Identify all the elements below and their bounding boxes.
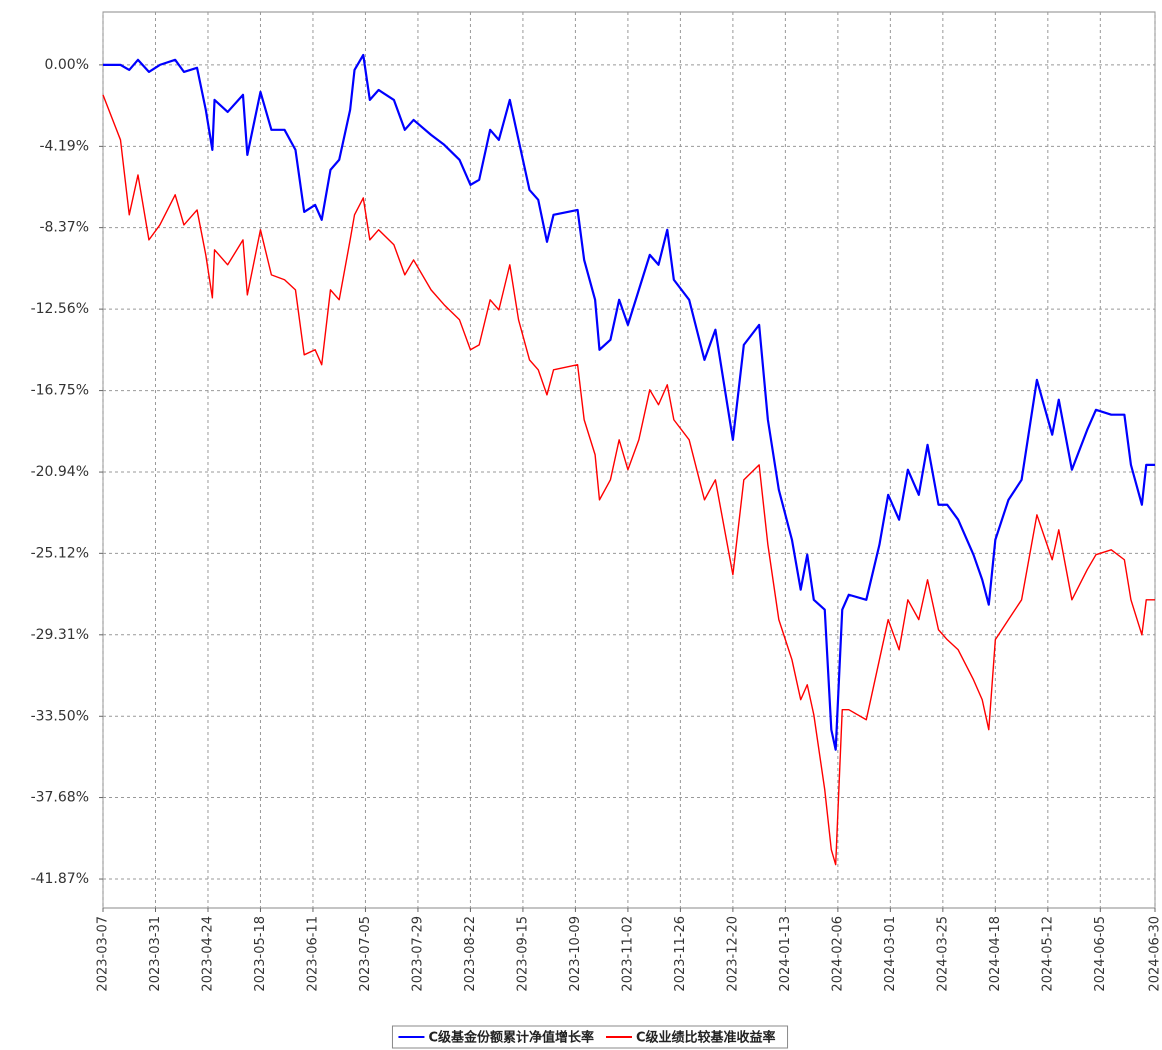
x-tick-label: 2024-05-12	[1040, 916, 1055, 992]
x-tick-label: 2023-11-26	[673, 916, 688, 992]
y-tick-label: -41.87%	[31, 871, 89, 887]
x-tick-label: 2024-04-18	[988, 916, 1003, 992]
x-tick-label: 2024-01-13	[778, 916, 793, 992]
x-tick-label: 2023-04-24	[200, 916, 215, 992]
grid	[102, 12, 1156, 908]
y-tick-label: -16.75%	[31, 383, 89, 399]
series-line	[103, 53, 1155, 751]
x-tick-label: 2024-02-06	[830, 916, 845, 992]
legend-label: C级基金份额累计净值增长率	[428, 1030, 594, 1046]
legend: C级基金份额累计净值增长率 C级业绩比较基准收益率	[391, 1025, 789, 1049]
x-tick-label: 2023-03-07	[96, 916, 111, 992]
x-tick-label: 2023-08-22	[463, 916, 478, 992]
x-tick-label: 2023-10-09	[568, 916, 583, 992]
x-tick-label: 2024-06-05	[1093, 916, 1108, 992]
lines	[102, 53, 1155, 866]
ticks: 0.00% -4.19% -8.37% -12.56% -16.75% -20.94% -2…	[31, 57, 1162, 992]
x-tick-label: 2023-05-18	[253, 916, 268, 992]
x-tick-label: 2023-07-29	[410, 916, 425, 992]
y-tick-label: -4.19%	[39, 138, 89, 154]
x-tick-label: 2024-06-30	[1148, 916, 1162, 992]
x-tick-label: 2024-03-25	[935, 916, 950, 992]
y-tick-label: -25.12%	[31, 545, 89, 561]
x-tick-label: 2023-12-20	[725, 916, 740, 992]
y-tick-label: 0.00%	[45, 57, 89, 73]
x-tick-label: 2023-03-31	[148, 916, 163, 992]
legend-label: C级业绩比较基准收益率	[636, 1030, 776, 1046]
y-tick-label: -29.31%	[31, 627, 89, 643]
series-line	[102, 94, 1155, 866]
y-tick-label: -12.56%	[31, 301, 89, 317]
y-tick-label: -20.94%	[31, 464, 89, 480]
legend-box	[391, 1025, 789, 1049]
y-tick-label: -33.50%	[31, 708, 89, 724]
y-tick-label: -8.37%	[39, 220, 89, 236]
x-tick-label: 2024-03-01	[883, 916, 898, 992]
x-tick-label: 2023-06-11	[305, 916, 320, 992]
x-tick-label: 2023-11-02	[620, 916, 635, 992]
y-tick-label: -37.68%	[31, 790, 89, 806]
plot-area	[102, 11, 1156, 909]
x-tick-label: 2023-07-05	[358, 916, 373, 992]
x-tick-label: 2023-09-15	[515, 916, 530, 992]
